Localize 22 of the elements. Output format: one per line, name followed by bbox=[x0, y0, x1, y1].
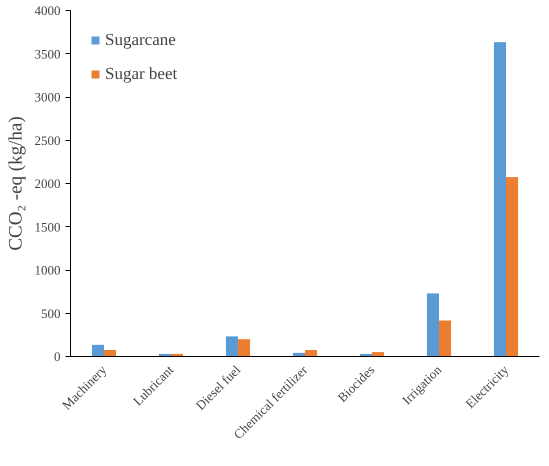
bar bbox=[439, 320, 452, 356]
legend-label: Sugar beet bbox=[105, 64, 178, 84]
y-tick-label: 0 bbox=[54, 349, 60, 364]
y-tick-label: 1000 bbox=[34, 262, 60, 278]
y-tick-label: 3500 bbox=[34, 46, 60, 62]
bar bbox=[372, 352, 384, 356]
bar bbox=[92, 344, 104, 356]
bar bbox=[238, 339, 250, 356]
bar bbox=[506, 177, 518, 356]
bar bbox=[494, 42, 506, 356]
y-tick-label: 2500 bbox=[34, 132, 60, 148]
y-tick-label: 2000 bbox=[34, 176, 60, 191]
bar bbox=[226, 336, 238, 356]
y-tick-label: 3000 bbox=[34, 90, 60, 104]
bar bbox=[305, 350, 318, 356]
legend-label: Sugarcane bbox=[105, 30, 176, 50]
y-axis-title: CCO₂ -eq (kg/ha) bbox=[6, 116, 26, 251]
y-tick-label: 1500 bbox=[34, 219, 60, 234]
y-tick-label: 4000 bbox=[34, 3, 60, 18]
y-tick-label: 500 bbox=[41, 306, 60, 321]
bar bbox=[104, 350, 116, 356]
bar bbox=[426, 293, 439, 356]
